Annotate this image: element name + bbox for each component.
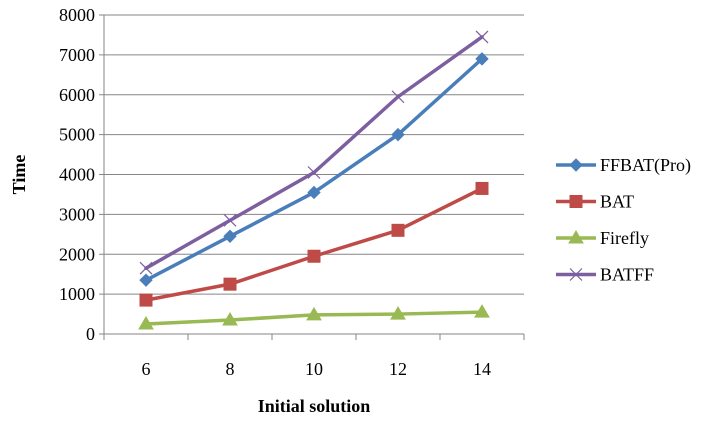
data-point-marker (139, 293, 153, 307)
series-group (138, 30, 490, 330)
data-point-marker (391, 90, 405, 104)
tick-labels: 0 1000 2000 3000 4000 5000 6000 7000 8000 6 8 10 12 1… (59, 5, 491, 379)
y-tick-label: 4000 (59, 165, 95, 185)
y-tick-label: 2000 (59, 244, 95, 264)
legend-marker (569, 158, 583, 172)
y-tick-label: 3000 (59, 204, 95, 224)
data-point-marker (475, 30, 489, 44)
series-firefly (138, 304, 490, 330)
data-point-marker (139, 273, 153, 287)
x-tick-label: 6 (142, 359, 151, 379)
legend-label: Firefly (600, 228, 649, 248)
data-point-marker (138, 316, 154, 330)
legend-label: BATFF (600, 265, 654, 285)
y-tick-label: 7000 (59, 45, 95, 65)
data-point-marker (306, 306, 322, 321)
y-tick-label: 5000 (59, 125, 95, 145)
data-point-marker (307, 166, 321, 179)
y-tick-label: 1000 (59, 284, 95, 304)
x-tick-label: 14 (473, 359, 491, 379)
x-tick-label: 10 (305, 359, 323, 379)
data-point-marker (139, 261, 153, 275)
legend-label: BAT (600, 192, 634, 212)
y-tick-label: 0 (86, 324, 95, 344)
data-point-marker (391, 127, 405, 142)
data-point-marker (223, 229, 237, 244)
legend-marker (568, 230, 584, 244)
legend-item: Firefly (556, 228, 649, 248)
x-tick-label: 8 (226, 359, 235, 379)
data-point-marker (474, 304, 490, 318)
series-line (144, 35, 484, 270)
data-point-marker (223, 277, 237, 291)
legend-item: FFBAT(Pro) (556, 155, 691, 176)
data-point-marker (223, 213, 237, 227)
legend-item: BATFF (556, 265, 654, 285)
data-point-marker (475, 181, 489, 195)
legend: FFBAT(Pro) BAT Firefly BATFF (556, 155, 691, 285)
data-point-marker (475, 52, 489, 66)
x-tick-label: 12 (389, 359, 407, 379)
x-axis-title: Initial solution (258, 396, 371, 416)
series-ffbat-pro- (139, 52, 489, 287)
data-point-marker (391, 223, 405, 237)
data-point-marker (390, 306, 406, 320)
axes (99, 14, 525, 340)
series-bat (139, 181, 489, 307)
legend-item: BAT (556, 192, 634, 212)
y-axis-title: Time (9, 155, 29, 195)
data-point-marker (222, 312, 238, 326)
legend-marker (569, 268, 583, 281)
y-tick-label: 6000 (59, 85, 95, 105)
data-point-marker (307, 185, 321, 200)
legend-marker (569, 195, 583, 208)
y-tick-label: 8000 (59, 5, 95, 25)
series-line (144, 57, 484, 282)
series-line (144, 186, 484, 302)
legend-label: FFBAT(Pro) (600, 155, 691, 176)
data-point-marker (307, 249, 321, 263)
series-batff (139, 30, 489, 275)
